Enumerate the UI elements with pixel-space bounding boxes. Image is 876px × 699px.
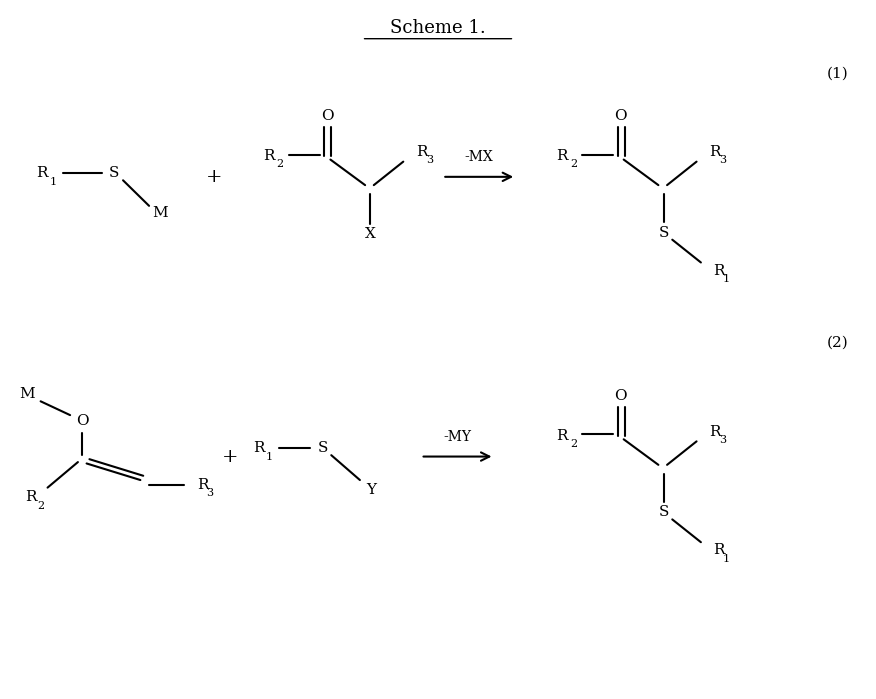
Text: S: S <box>317 441 328 455</box>
Text: X: X <box>365 227 376 241</box>
Text: 1: 1 <box>49 177 56 187</box>
Text: R: R <box>713 544 724 558</box>
Text: R: R <box>710 425 721 439</box>
Text: R: R <box>264 149 275 163</box>
Text: S: S <box>659 505 668 519</box>
Text: 1: 1 <box>265 452 272 461</box>
Text: Y: Y <box>366 483 376 497</box>
Text: 3: 3 <box>207 488 214 498</box>
Text: R: R <box>556 149 569 163</box>
Text: +: + <box>206 168 223 186</box>
Text: (1): (1) <box>826 66 848 80</box>
Text: -MX: -MX <box>465 150 493 164</box>
Text: R: R <box>25 490 36 504</box>
Text: R: R <box>556 428 569 443</box>
Text: O: O <box>614 389 626 403</box>
Text: R: R <box>253 441 265 455</box>
Text: S: S <box>659 226 668 240</box>
Text: R: R <box>713 264 724 278</box>
Text: O: O <box>321 109 333 123</box>
Text: 3: 3 <box>426 155 433 165</box>
Text: 3: 3 <box>719 155 726 165</box>
Text: -MY: -MY <box>443 430 471 445</box>
Text: S: S <box>110 166 119 180</box>
Text: R: R <box>710 145 721 159</box>
Text: O: O <box>614 109 626 123</box>
Text: 1: 1 <box>723 554 730 564</box>
Text: 2: 2 <box>570 439 577 449</box>
Text: 2: 2 <box>37 500 45 510</box>
Text: (2): (2) <box>826 336 848 350</box>
Text: O: O <box>76 414 88 428</box>
Text: 2: 2 <box>277 159 284 169</box>
Text: R: R <box>416 145 427 159</box>
Text: R: R <box>197 478 208 492</box>
Text: 2: 2 <box>570 159 577 169</box>
Text: M: M <box>152 206 168 220</box>
Text: R: R <box>36 166 47 180</box>
Text: M: M <box>19 387 34 401</box>
Text: Scheme 1.: Scheme 1. <box>390 20 486 37</box>
Text: 1: 1 <box>723 274 730 284</box>
Text: 3: 3 <box>719 435 726 445</box>
Text: +: + <box>222 447 238 466</box>
